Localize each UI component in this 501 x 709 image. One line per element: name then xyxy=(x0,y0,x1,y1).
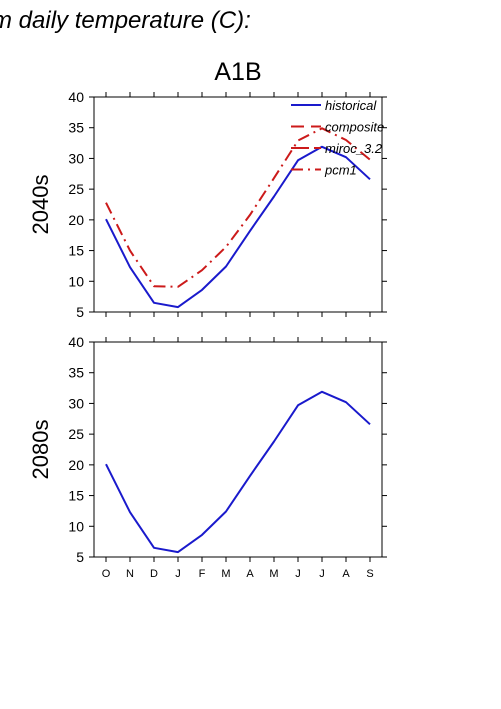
series-line-pcm1 xyxy=(105,127,371,288)
plot-frame xyxy=(93,96,383,313)
y-tick-label: 20 xyxy=(68,212,84,228)
y-tick-label: 15 xyxy=(68,243,84,259)
x-tick-label: J xyxy=(175,568,181,580)
legend-label: composite xyxy=(325,120,384,135)
x-tick-label: J xyxy=(295,568,301,580)
y-tick-label: 25 xyxy=(68,426,84,442)
y-tick-label: 20 xyxy=(68,457,84,473)
plot-frame xyxy=(93,341,383,558)
x-tick-label: A xyxy=(342,568,350,580)
x-tick-label: A xyxy=(246,568,254,580)
x-tick-label: J xyxy=(319,568,325,580)
y-axis-label: 2040s xyxy=(28,175,53,235)
y-tick-label: 35 xyxy=(68,365,84,381)
y-tick-label: 10 xyxy=(68,273,84,289)
x-tick-label: M xyxy=(269,568,278,580)
series-line-historical xyxy=(105,145,371,309)
y-tick-label: 30 xyxy=(68,395,84,411)
series-line-historical xyxy=(105,390,371,554)
y-tick-label: 10 xyxy=(68,518,84,534)
scenario-title: A1B xyxy=(214,58,261,86)
legend-label: pcm1 xyxy=(324,163,357,178)
figure-title: m daily temperature (C): xyxy=(0,7,251,34)
x-tick-label: O xyxy=(102,568,111,580)
chart-panels: 5 10 15 20 25 30 35 40 2040s 5 10 15 20 25 30 35 40 O N D J F… xyxy=(28,89,387,580)
x-tick-label: N xyxy=(126,568,134,580)
y-tick-label: 15 xyxy=(68,488,84,504)
y-tick-label: 30 xyxy=(68,150,84,166)
y-tick-label: 5 xyxy=(76,549,84,565)
y-tick-label: 40 xyxy=(68,334,84,350)
legend: historical composite miroc_3.2 pcm1 xyxy=(291,98,384,178)
y-tick-label: 25 xyxy=(68,181,84,197)
legend-label: miroc_3.2 xyxy=(325,141,383,156)
y-tick-label: 40 xyxy=(68,89,84,105)
x-tick-label: D xyxy=(150,568,158,580)
panel-2040s: 5 10 15 20 25 30 35 40 2040s xyxy=(28,89,387,320)
legend-label: historical xyxy=(325,98,377,113)
y-tick-label: 35 xyxy=(68,120,84,136)
x-tick-label: S xyxy=(366,568,373,580)
x-tick-label: M xyxy=(221,568,230,580)
panel-2080s: 5 10 15 20 25 30 35 40 O N D J F M A M J J A S 2080s xyxy=(28,334,387,580)
x-tick-label: F xyxy=(199,568,206,580)
y-tick-label: 5 xyxy=(76,304,84,320)
y-axis-label: 2080s xyxy=(28,420,53,480)
